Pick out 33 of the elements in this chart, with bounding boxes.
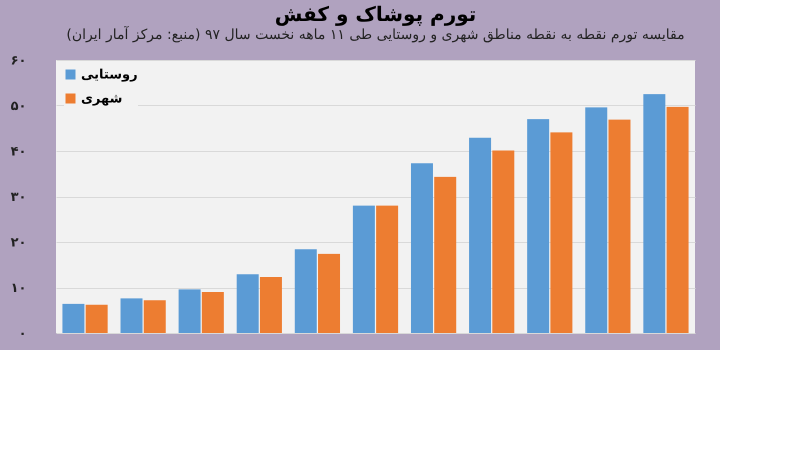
bar: [352, 206, 375, 333]
bar: [527, 119, 550, 333]
y-tick-label: ۶۰: [10, 54, 26, 68]
y-tick-label: ۴۰: [10, 144, 26, 160]
bar: [643, 94, 666, 333]
bar: [86, 304, 108, 333]
bar: [236, 274, 259, 333]
chart-subtitle: مقایسه تورم نقطه به نقطه مناطق شهری و روستایی طی ۱۱ ماهه نخست سال ۹۷ (منبع: مرکز آمار ایران): [66, 25, 685, 43]
bar: [294, 249, 317, 333]
bar: [318, 254, 340, 333]
y-tick-label: ۰: [18, 326, 26, 342]
legend-label: روستایی: [81, 68, 138, 82]
bar: [410, 163, 433, 333]
bar: [120, 298, 143, 333]
bar: [666, 106, 689, 333]
legend-label: شهری: [81, 92, 122, 106]
bar: [62, 304, 84, 333]
chart-title: تورم پوشاک و کفش: [274, 2, 476, 26]
bar: [144, 300, 166, 333]
y-tick-label: ۵۰: [10, 99, 26, 114]
bar: [376, 206, 398, 333]
bar: [585, 107, 608, 333]
y-tick-label: ۳۰: [10, 190, 26, 205]
bar: [469, 138, 492, 333]
bar: [492, 150, 514, 333]
bar: [434, 176, 456, 333]
bar: [608, 120, 630, 333]
bar: [202, 292, 224, 333]
bar: [260, 277, 282, 333]
y-tick-label: ۲۰: [10, 236, 26, 250]
bar: [178, 289, 201, 333]
bar: [550, 132, 572, 333]
y-tick-label: ۱۰: [10, 281, 26, 296]
